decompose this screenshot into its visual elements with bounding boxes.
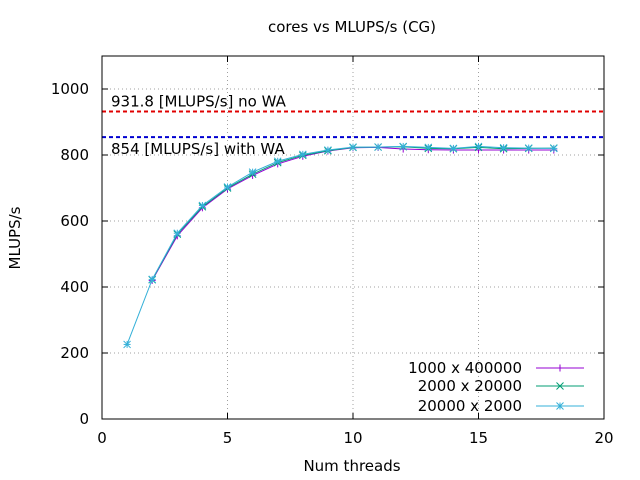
data-point-marker	[556, 382, 564, 390]
data-point-marker	[556, 364, 564, 372]
series-20000-x-2000	[123, 142, 558, 349]
legend-label: 1000 x 400000	[408, 359, 522, 377]
y-tick-label: 0	[79, 410, 89, 428]
x-tick-label: 0	[97, 429, 107, 447]
data-point-marker	[173, 229, 182, 238]
legend-label: 20000 x 2000	[418, 397, 522, 415]
y-tick-label: 600	[60, 212, 89, 230]
data-point-marker	[499, 143, 508, 152]
y-tick-label: 200	[60, 344, 89, 362]
reference-line-label: 931.8 [MLUPS/s] no WA	[111, 93, 287, 111]
reference-line-label: 854 [MLUPS/s] with WA	[111, 140, 285, 158]
y-axis-label: MLUPS/s	[6, 206, 24, 269]
data-point-marker	[424, 143, 433, 152]
legend-label: 2000 x 20000	[418, 377, 522, 395]
data-point-marker	[524, 144, 533, 152]
y-tick-label: 400	[60, 278, 89, 296]
data-point-marker	[198, 201, 207, 210]
data-point-marker	[549, 144, 558, 153]
data-point-marker	[474, 142, 483, 151]
data-point-marker	[273, 157, 282, 166]
data-point-marker	[148, 275, 157, 284]
data-point-marker	[374, 143, 382, 151]
gridlines	[102, 56, 604, 419]
series-line	[126, 145, 554, 345]
reference-lines: 931.8 [MLUPS/s] no WA 854 [MLUPS/s] with …	[102, 93, 604, 158]
data-point-marker	[248, 168, 257, 177]
y-tick-label: 1000	[51, 80, 89, 98]
series-layer	[123, 142, 558, 349]
chart-title: cores vs MLUPS/s (CG)	[268, 18, 436, 36]
data-point-marker	[349, 143, 357, 151]
x-tick-label: 5	[223, 429, 233, 447]
x-axis-label: Num threads	[303, 457, 400, 475]
data-point-marker	[449, 144, 458, 153]
x-tick-label: 10	[343, 429, 362, 447]
y-tick-label: 800	[60, 146, 89, 164]
data-point-marker	[123, 340, 131, 349]
x-tick-label: 20	[594, 429, 613, 447]
data-point-marker	[556, 402, 564, 410]
series-line	[151, 146, 554, 280]
data-point-marker	[399, 142, 408, 151]
data-point-marker	[298, 150, 307, 159]
x-tick-label: 15	[469, 429, 488, 447]
data-point-marker	[324, 146, 332, 154]
data-point-marker	[223, 183, 232, 191]
